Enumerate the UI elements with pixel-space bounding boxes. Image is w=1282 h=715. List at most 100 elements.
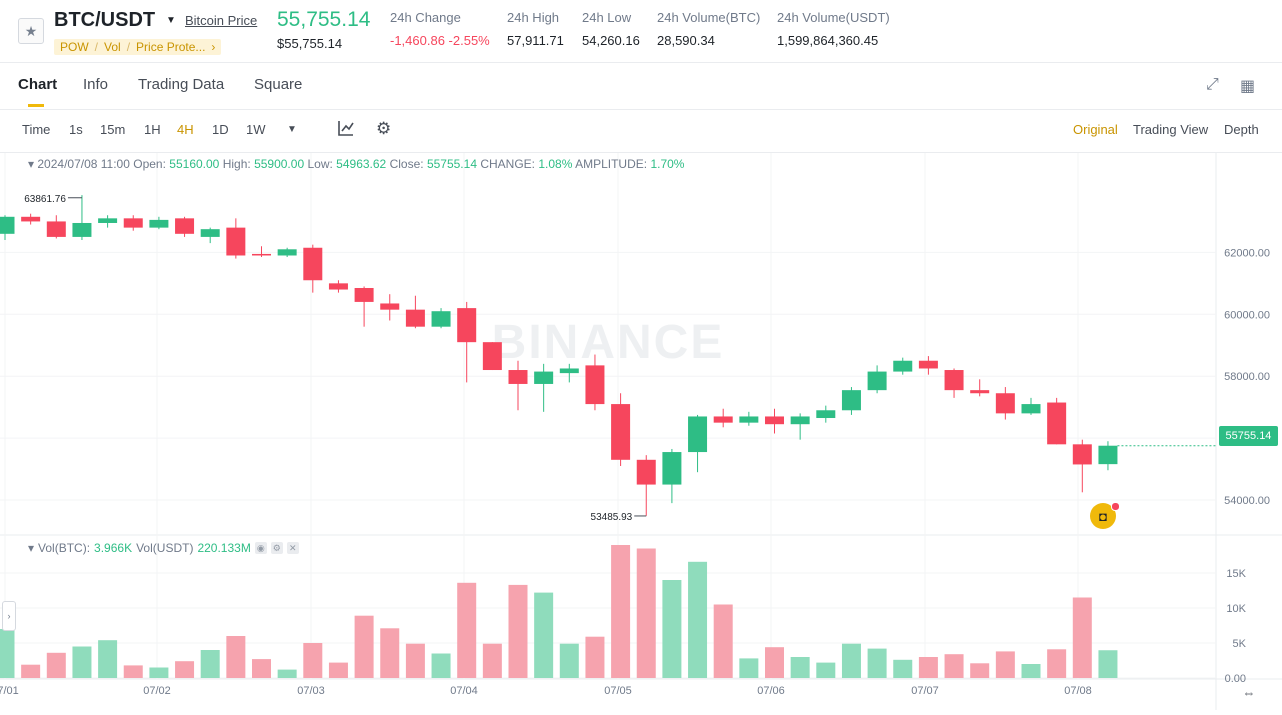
tag-price-protection[interactable]: Price Prote... <box>136 40 206 54</box>
candle-body <box>1072 444 1092 465</box>
candle-body <box>841 390 861 411</box>
expand-icon[interactable]: ⤢ <box>1206 76 1219 93</box>
candle-body <box>380 303 400 310</box>
volume-bar <box>841 643 861 678</box>
x-tick-label: 07/04 <box>450 685 478 697</box>
candle-body <box>277 249 297 256</box>
interval-15m[interactable]: 15m <box>100 122 126 137</box>
x-tick-label: 07/07 <box>911 685 939 697</box>
x-tick-label: 07/03 <box>297 685 325 697</box>
panel-expand-handle-icon[interactable]: › <box>2 601 16 631</box>
tab-trading-data[interactable]: Trading Data <box>138 76 225 93</box>
ohlc-amplitude: 1.70% <box>650 157 685 171</box>
pair-symbol[interactable]: BTC/USDT <box>54 9 156 31</box>
pair-dropdown-caret-icon[interactable]: ▼ <box>166 15 176 26</box>
max-price-label: 63861.76 <box>24 194 66 205</box>
volume-bar <box>354 615 374 678</box>
tag-vol[interactable]: Vol <box>104 40 121 54</box>
volume-bar <box>790 657 810 678</box>
x-tick-label: 07/02 <box>143 685 171 697</box>
volume-bar <box>149 667 169 678</box>
interval-1h[interactable]: 1H <box>144 122 161 137</box>
candle-body <box>790 416 810 425</box>
settings-gear-icon[interactable]: ⚙ <box>376 119 392 138</box>
volume-bar <box>611 545 631 678</box>
interval-1s[interactable]: 1s <box>69 122 83 137</box>
favorite-star-icon[interactable]: ★ <box>18 18 44 44</box>
axis-scale-icon: ⇔ <box>1243 685 1256 700</box>
candle-body <box>893 360 913 372</box>
min-price-label: 53485.93 <box>591 512 633 523</box>
volume-bar <box>482 643 502 678</box>
volume-collapse-caret-icon[interactable]: ▾ <box>28 541 35 555</box>
pair-tags[interactable]: POW / Vol / Price Prote... › <box>54 39 222 55</box>
volume-bar <box>534 592 554 678</box>
ohlc-collapse-caret-icon[interactable]: ▾ <box>28 157 35 171</box>
ohlc-close-label: Close: <box>389 157 424 171</box>
volume-bar <box>970 663 990 678</box>
ohlc-date: 2024/07/08 11:00 <box>37 157 130 171</box>
volume-bar <box>893 659 913 678</box>
view-trading-view[interactable]: Trading View <box>1133 122 1209 137</box>
assistant-badge-icon[interactable]: ◘ <box>1090 503 1116 529</box>
notification-dot <box>1111 502 1120 511</box>
ohlc-high: 55900.00 <box>254 157 305 171</box>
tab-square[interactable]: Square <box>254 76 303 93</box>
tab-info[interactable]: Info <box>83 76 109 93</box>
candle-body <box>970 390 990 394</box>
stat-label: 24h Change <box>390 10 461 25</box>
vol-btc-label: Vol(BTC): <box>38 541 91 555</box>
candle-body <box>816 410 836 419</box>
tag-pow[interactable]: POW <box>60 40 89 54</box>
candle-body <box>457 308 477 343</box>
tab-chart[interactable]: Chart <box>18 76 58 93</box>
candle-body <box>636 459 656 485</box>
candle-body <box>944 370 964 391</box>
volume-bar <box>46 652 66 678</box>
volume-tick-label: 5K <box>1233 638 1247 650</box>
volume-bar <box>252 659 271 678</box>
volume-bar <box>867 648 887 678</box>
volume-info: ▾ Vol(BTC): 3.966K Vol(USDT) 220.133M ◉ … <box>28 541 299 555</box>
candle-body <box>559 368 579 374</box>
view-original[interactable]: Original <box>1073 122 1118 137</box>
chart-toolbar: Time 1s 15m 1H 4H 1D 1W ▼ ⚙ Original Tra… <box>0 108 1282 153</box>
coin-price-link[interactable]: Bitcoin Price <box>185 13 258 28</box>
candle-body <box>688 416 708 453</box>
stat-label: 24h High <box>507 10 560 25</box>
price-tick-label: 62000.00 <box>1224 247 1270 259</box>
layout-grid-icon[interactable]: ▦ <box>1240 78 1256 95</box>
stat-24h-high: 24h High 57,911.71 <box>507 10 564 48</box>
candlestick-chart[interactable]: 07/01 07/02 07/03 07/04 07/05 07/06 07/07 07/08… <box>0 153 1282 710</box>
indicator-chart-icon[interactable] <box>337 119 355 142</box>
stat-label: 24h Low <box>582 10 632 25</box>
volume-close-icon[interactable]: ✕ <box>286 542 299 554</box>
interval-4h[interactable]: 4H <box>177 122 194 137</box>
volume-bar <box>1098 650 1118 678</box>
volume-settings-icon[interactable]: ⚙ <box>270 542 283 554</box>
view-depth[interactable]: Depth <box>1224 122 1259 137</box>
visibility-eye-icon[interactable]: ◉ <box>254 542 267 554</box>
volume-bar <box>765 647 784 678</box>
vol-usdt: 220.133M <box>197 541 251 555</box>
watermark-binance: BINANCE <box>492 316 725 369</box>
candle-body <box>739 416 759 423</box>
stat-24h-volume-usdt: 24h Volume(USDT) 1,599,864,360.45 <box>777 10 890 48</box>
stat-value: -1,460.86 -2.55% <box>390 33 490 48</box>
candle-body <box>1098 445 1118 465</box>
volume-tick-label: 10K <box>1226 603 1246 615</box>
chart-area[interactable]: 07/01 07/02 07/03 07/04 07/05 07/06 07/07 07/08… <box>0 153 1282 710</box>
candle-body <box>46 221 66 237</box>
candle-body <box>200 229 220 237</box>
candle-body <box>918 360 938 369</box>
volume-bar <box>303 643 323 678</box>
chevron-right-icon[interactable]: › <box>211 40 216 54</box>
volume-tick-label: 15K <box>1226 568 1246 580</box>
interval-time[interactable]: Time <box>22 122 51 137</box>
ohlc-amplitude-label: AMPLITUDE: <box>575 157 648 171</box>
market-header: ★ BTC/USDT ▼ Bitcoin Price POW / Vol / Pri… <box>0 0 1282 62</box>
interval-more-caret-icon[interactable]: ▼ <box>287 124 297 135</box>
interval-1d[interactable]: 1D <box>212 122 229 137</box>
interval-1w[interactable]: 1W <box>246 122 266 137</box>
stat-label: 24h Volume(USDT) <box>777 10 890 25</box>
